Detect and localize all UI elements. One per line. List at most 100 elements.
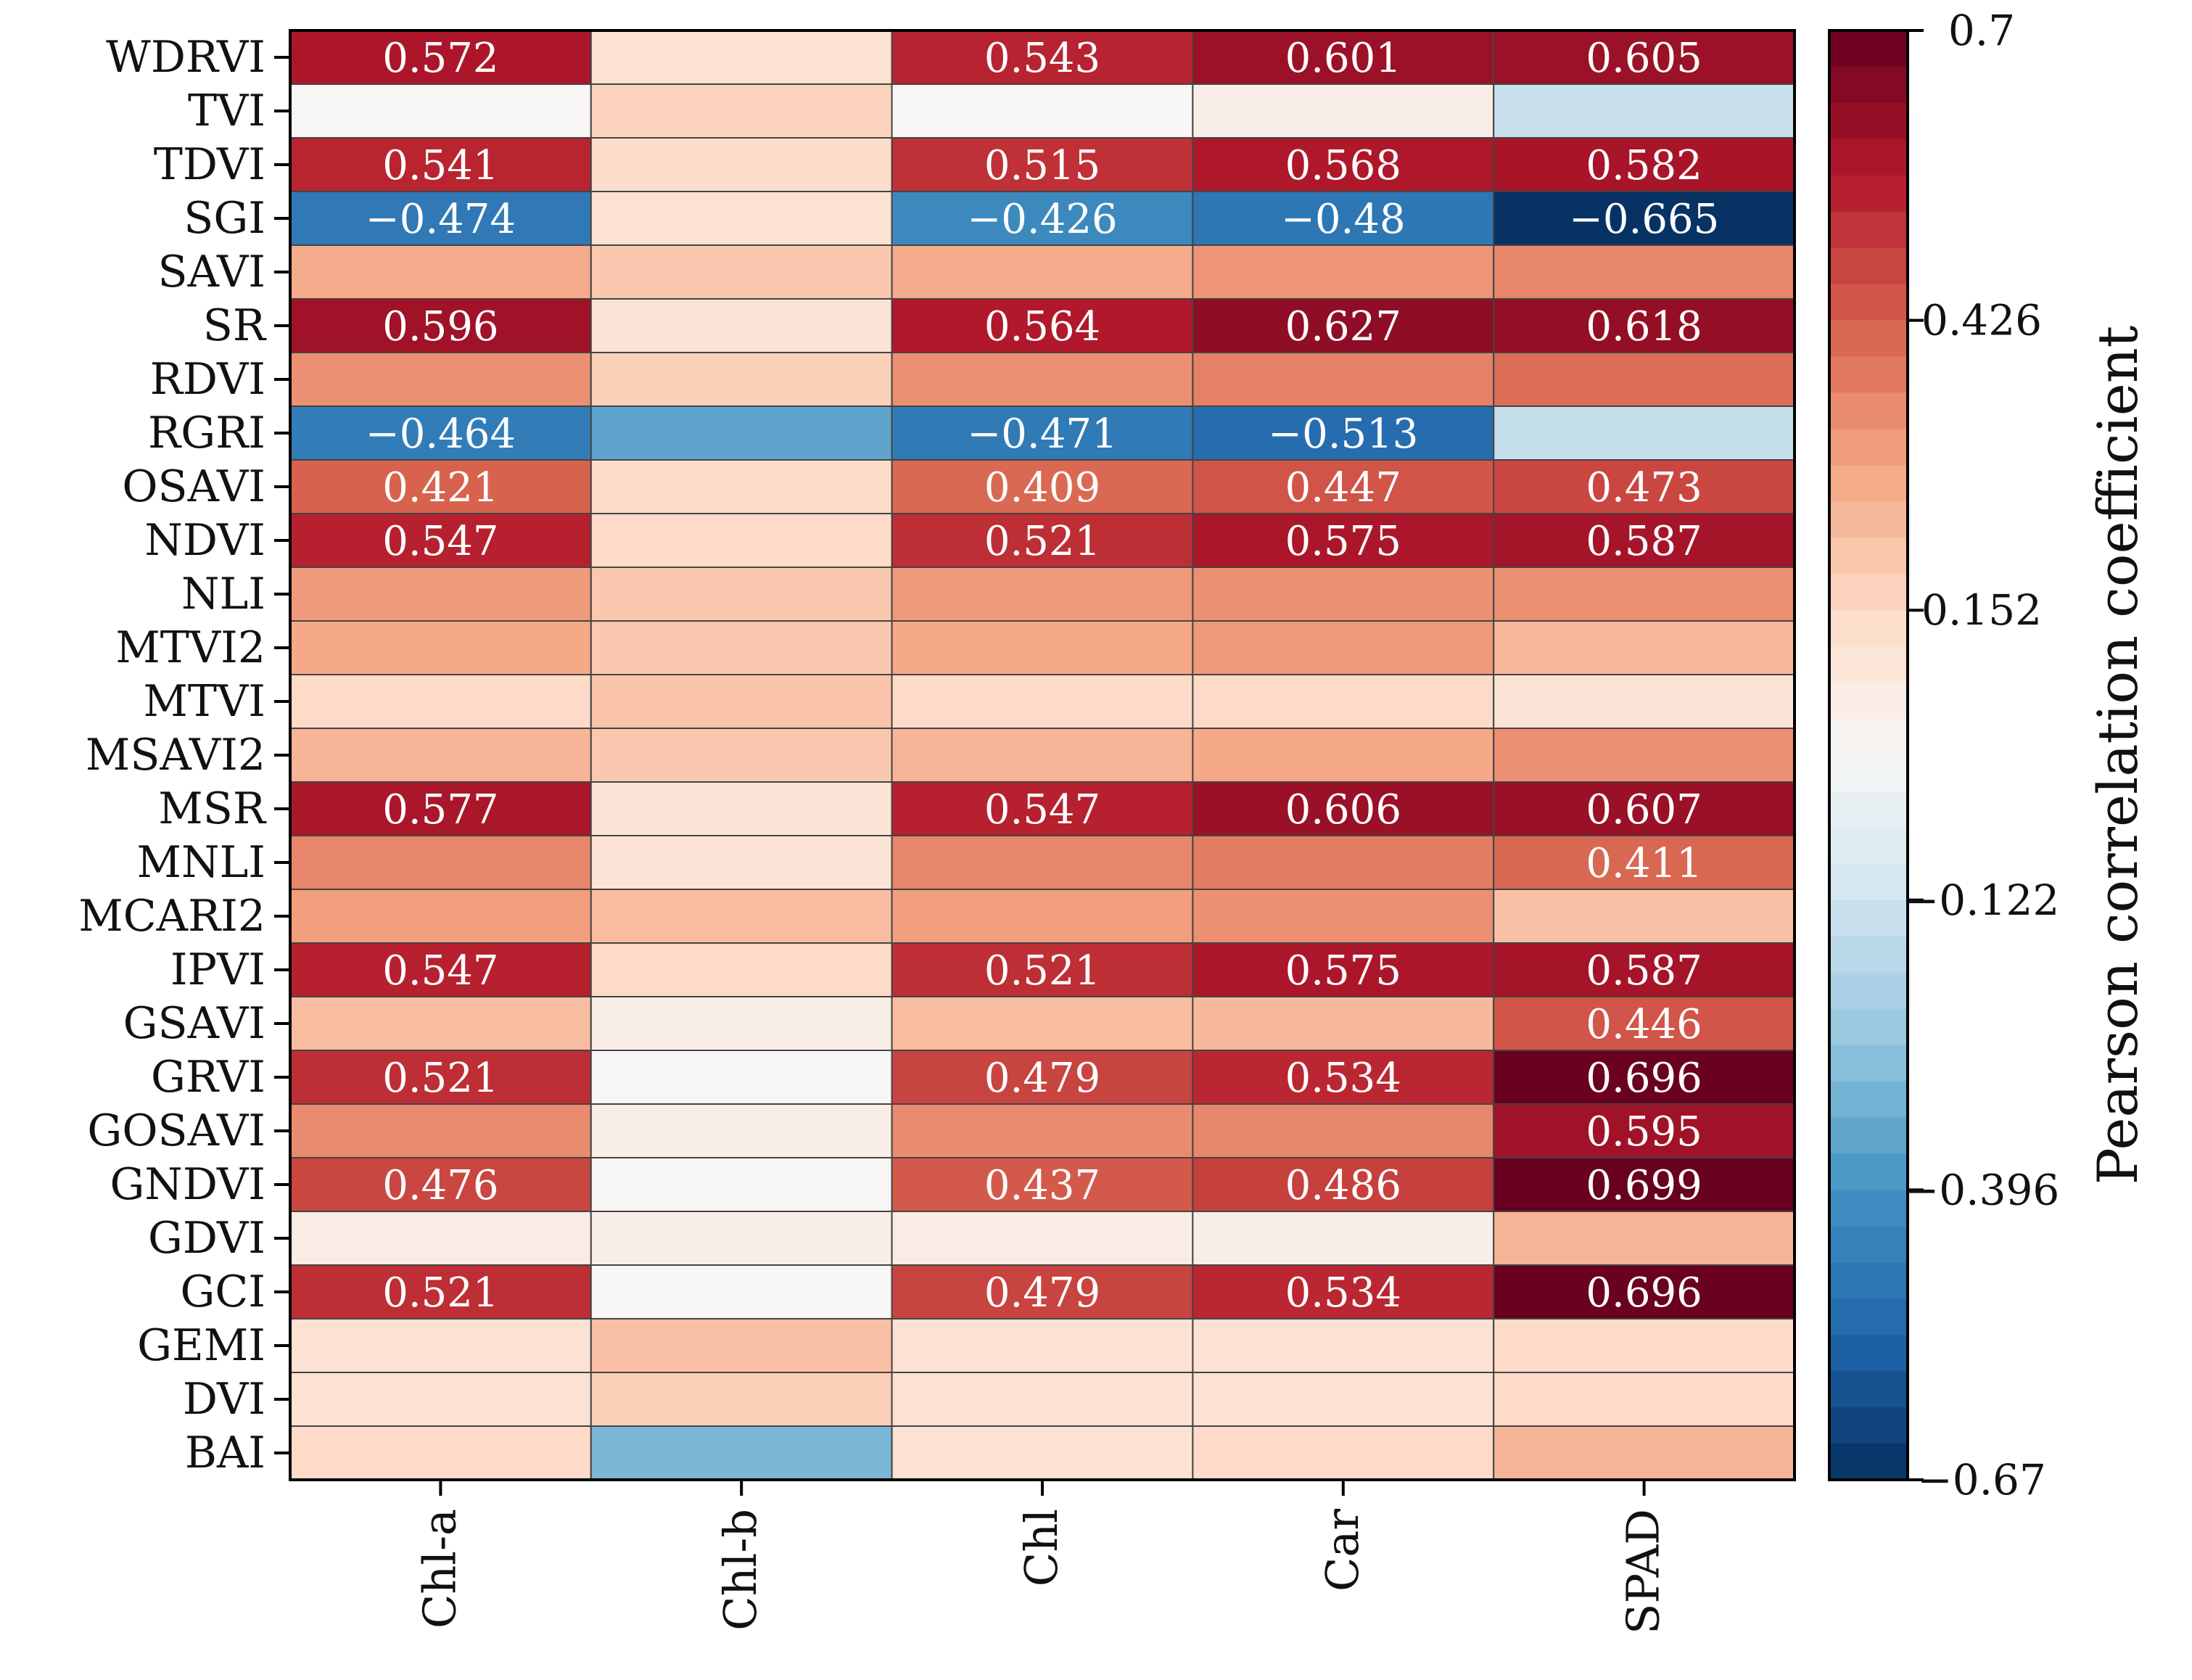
heatmap-cell [1493,30,1795,85]
heatmap-cell [1192,1211,1495,1266]
heatmap-cell [1192,1103,1495,1158]
cell-value-label: 0.577 [382,786,498,833]
heatmap-cell [289,1050,592,1105]
colorbar-band [1829,683,1908,720]
colorbar-band [1829,247,1908,285]
colorbar-band [1829,1226,1908,1264]
heatmap-cell [590,191,893,246]
heatmap-cell [1493,513,1795,568]
colorbar-band [1829,755,1908,792]
colorbar-band [1829,610,1908,647]
y-tick-label: IPVI [170,944,265,995]
colorbar-band [1829,538,1908,575]
cell-value-label: 0.607 [1586,786,1702,833]
heatmap-cell [1192,1157,1495,1212]
y-tick-label: WDRVI [106,32,265,83]
heatmap-cell [1192,1318,1495,1373]
colorbar-band [1829,320,1908,358]
y-tick-label: GDVI [148,1213,265,1264]
heatmap-cell [891,298,1194,353]
heatmap-cell [590,1050,893,1105]
heatmap-cell [289,674,592,729]
cell-value-label: 0.596 [382,303,498,350]
cell-value-label: 0.696 [1586,1055,1702,1102]
cell-value-label: 0.534 [1285,1269,1401,1317]
heatmap-cell [590,137,893,192]
cell-value-label: 0.547 [382,947,498,995]
y-tick-label: SAVI [158,247,265,297]
cell-value-label: 0.572 [382,35,498,82]
cell-value-label: 0.411 [1586,840,1702,887]
y-axis: WDRVITVITDVISGISAVISRRDVIRGRIOSAVINDVINL… [78,32,290,1478]
heatmap-cell [590,83,893,139]
heatmap-cell [891,1264,1194,1319]
cell-value-label: 0.587 [1586,518,1702,565]
heatmap-cell [891,352,1194,407]
heatmap-cell [891,191,1194,246]
colorbar [1828,29,1909,1481]
heatmap-cell [289,1425,592,1481]
y-tick-label: MTVI2 [115,622,265,673]
cell-value-label: 0.473 [1586,464,1702,511]
cell-value-label: 0.476 [382,1162,498,1209]
heatmap-cell [891,620,1194,675]
y-tick-label: MCARI2 [78,891,265,942]
colorbar-tick-label: 0.426 [1921,296,2042,345]
heatmap-cell [891,1425,1194,1481]
cell-value-label: −0.513 [1268,411,1418,458]
x-axis: Chl-a Chl-b Chl Car SPAD [413,1480,1670,1634]
heatmap-cell [289,1103,592,1158]
heatmap-cell [289,352,592,407]
cell-value-label: 0.421 [382,464,498,511]
heatmap-cell [1493,459,1795,514]
colorbar-band [1829,827,1908,865]
x-tick-label: Car [1316,1509,1369,1592]
heatmap-cell [891,83,1194,139]
colorbar-band [1829,1190,1908,1227]
colorbar-band [1829,1008,1908,1046]
cell-value-label: 0.547 [984,786,1100,833]
heatmap-cell [289,244,592,300]
colorbar-band [1829,574,1908,611]
cell-value-label: 0.543 [984,35,1100,82]
cell-value-label: 0.446 [1586,1001,1702,1048]
heatmap-cell [1192,244,1495,300]
y-tick-label: GSAVI [123,998,265,1049]
heatmap-cell [1493,728,1795,783]
heatmap-cell [590,513,893,568]
heatmap-cell [1192,620,1495,675]
cell-value-label: 0.568 [1285,142,1401,189]
heatmap-cell [891,728,1194,783]
heatmap-cell [590,942,893,997]
heatmap-cell [891,137,1194,192]
cell-value-label: 0.627 [1285,303,1401,350]
heatmap-cell [289,620,592,675]
cell-value-label: 0.575 [1285,947,1401,995]
heatmap-cell [590,996,893,1051]
colorbar-band [1829,1407,1908,1444]
colorbar-band [1829,1262,1908,1300]
colorbar-band [1829,972,1908,1010]
y-tick-label: OSAVI [122,461,265,512]
cell-value-label: 0.479 [984,1269,1100,1317]
heatmap-cell [891,1211,1194,1266]
heatmap-cell [590,674,893,729]
heatmap-cell [891,1318,1194,1373]
heatmap-cell [1192,728,1495,783]
y-tick-label: SGI [184,193,265,244]
heatmap-cell [1493,674,1795,729]
y-tick-label: GCI [180,1267,265,1317]
heatmap-cell [891,674,1194,729]
heatmap-cell [289,1318,592,1373]
y-tick-label: MSAVI2 [86,730,265,781]
cell-value-label: 0.437 [984,1162,1100,1209]
colorbar-band [1829,1371,1908,1408]
heatmap-cell [891,30,1194,85]
cell-value-label: 0.575 [1285,518,1401,565]
colorbar-band [1829,899,1908,937]
heatmap-cell [1493,352,1795,407]
cell-value-label: 0.515 [984,142,1100,189]
heatmap-cell [590,620,893,675]
heatmap-cell [1493,620,1795,675]
colorbar-band [1829,719,1908,756]
